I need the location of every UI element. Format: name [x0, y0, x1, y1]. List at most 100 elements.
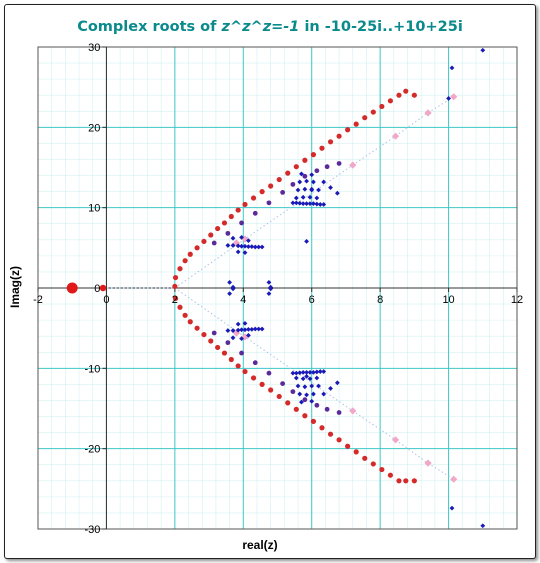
data-point — [228, 356, 234, 363]
data-point — [293, 370, 299, 376]
data-point — [256, 326, 262, 332]
data-point — [239, 243, 244, 249]
data-point — [268, 286, 274, 292]
data-point — [225, 340, 231, 346]
data-point — [391, 132, 400, 140]
data-point — [349, 161, 357, 169]
data-point — [285, 400, 291, 406]
data-point — [334, 190, 340, 196]
data-point — [276, 176, 282, 183]
data-point — [309, 186, 315, 192]
data-point — [379, 466, 385, 473]
data-point — [225, 243, 231, 248]
data-point — [424, 109, 432, 117]
data-point — [302, 173, 308, 179]
data-point — [302, 157, 308, 163]
data-point — [314, 201, 320, 207]
data-point — [239, 327, 244, 333]
data-point — [310, 418, 317, 424]
data-point — [411, 92, 417, 98]
data-point — [194, 325, 200, 331]
data-point — [293, 200, 299, 206]
data-point — [182, 258, 188, 264]
data-point — [411, 478, 417, 484]
data-point — [252, 360, 258, 366]
data-point — [290, 389, 296, 395]
data-point — [266, 200, 272, 206]
data-point — [182, 312, 188, 318]
data-point — [336, 410, 342, 415]
data-point — [290, 370, 296, 376]
data-point — [309, 172, 315, 178]
data-point — [450, 475, 458, 483]
data-point — [297, 370, 303, 376]
data-point — [307, 376, 313, 382]
data-point — [235, 207, 241, 213]
data-point — [295, 187, 301, 193]
trendline — [174, 287, 454, 480]
data-point — [349, 407, 357, 415]
data-point — [336, 133, 342, 139]
data-point — [310, 152, 317, 158]
data-point — [250, 195, 257, 201]
title-part: in -10-25i..+10+25i — [299, 19, 462, 35]
data-point — [307, 369, 313, 375]
data-point — [225, 230, 231, 236]
data-point — [242, 250, 248, 256]
data-point — [242, 327, 248, 333]
data-point — [324, 164, 330, 170]
data-point — [449, 505, 455, 511]
data-point — [259, 326, 265, 332]
data-point — [250, 375, 257, 381]
data-point — [215, 344, 221, 351]
chart-frame: -2 0 2 4 6 8 10 12 -30 -20 -10 0 10 20 30 Complex root… — [4, 4, 536, 559]
data-point — [304, 392, 309, 398]
data-point — [235, 243, 241, 249]
data-point — [450, 93, 458, 101]
data-point — [246, 244, 251, 250]
data-point — [242, 201, 248, 208]
data-point — [304, 178, 309, 184]
y-tick-label: 30 — [88, 42, 100, 54]
data-point — [396, 478, 402, 484]
data-point — [252, 326, 258, 332]
title-part: Complex roots of — [77, 19, 221, 35]
data-point — [246, 326, 251, 332]
data-point — [309, 383, 315, 389]
data-point — [480, 47, 486, 53]
data-point — [311, 179, 316, 185]
data-point — [424, 459, 432, 467]
data-point — [235, 249, 241, 255]
trendlines — [103, 96, 454, 480]
data-point — [321, 202, 327, 207]
data-point — [249, 244, 255, 250]
data-point — [293, 406, 299, 412]
data-point — [297, 391, 303, 397]
data-point — [317, 202, 323, 207]
data-point — [280, 381, 286, 386]
data-point — [309, 398, 315, 404]
data-point — [246, 238, 251, 244]
x-tick-label: 8 — [377, 294, 383, 306]
data-point — [201, 238, 207, 245]
data-point — [290, 181, 296, 187]
x-tick-label: 12 — [511, 294, 523, 306]
data-point — [252, 210, 258, 216]
data-point — [403, 88, 409, 94]
data-point — [319, 425, 325, 431]
data-point — [239, 220, 244, 226]
data-point — [172, 295, 179, 302]
x-tick-label: -2 — [33, 294, 43, 306]
data-point — [299, 171, 304, 177]
data-point — [302, 186, 308, 192]
data-point — [252, 244, 258, 250]
data-point — [259, 244, 265, 250]
data-point — [387, 472, 394, 478]
data-point — [324, 406, 330, 412]
data-point — [379, 103, 385, 110]
data-point — [232, 329, 241, 337]
data-point — [230, 235, 236, 241]
data-point — [211, 240, 217, 246]
data-point — [321, 369, 327, 374]
data-point — [297, 200, 303, 206]
